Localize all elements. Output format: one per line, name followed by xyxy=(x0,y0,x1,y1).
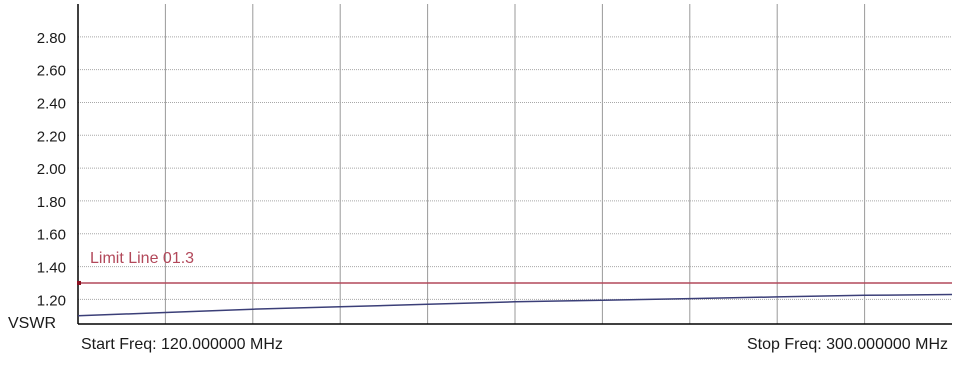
y-tick-label: 2.20 xyxy=(37,128,66,145)
y-axis-label: VSWR xyxy=(8,315,56,332)
y-tick-label: 2.80 xyxy=(37,30,66,47)
y-tick-label: 1.40 xyxy=(37,260,66,277)
y-tick-label: 1.20 xyxy=(37,292,66,309)
y-tick-label: 2.40 xyxy=(37,95,66,112)
stop-freq-label: Stop Freq: 300.000000 MHz xyxy=(746,336,948,353)
y-tick-label: 1.60 xyxy=(37,227,66,244)
y-tick-label: 2.00 xyxy=(37,161,66,178)
y-tick-label: 1.80 xyxy=(37,194,66,211)
vswr-trace xyxy=(77,293,953,317)
start-freq-label: Start Freq: 120.000000 MHz xyxy=(81,336,283,353)
y-tick-label: 2.60 xyxy=(37,63,66,80)
limit-line-label: Limit Line 01.3 xyxy=(90,250,194,267)
limit-line-marker xyxy=(77,280,81,285)
